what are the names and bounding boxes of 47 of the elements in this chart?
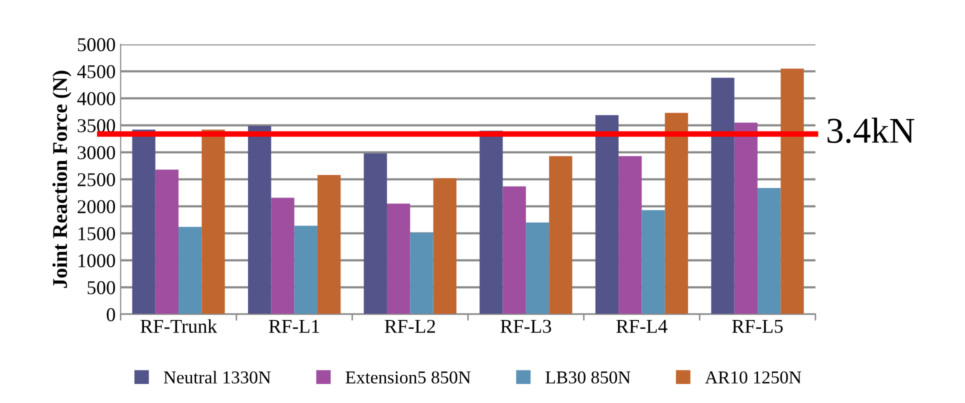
x-tick-label: RF-L1 [268, 320, 320, 333]
x-tick-label: RF-L2 [384, 320, 435, 333]
bar [595, 115, 619, 314]
bar [386, 204, 410, 314]
y-tick-label: 3500 [78, 119, 116, 132]
x-tick-label: RF-L5 [732, 320, 783, 333]
bar [711, 78, 734, 314]
bar [294, 226, 318, 314]
y-tick-label: 1500 [78, 227, 116, 240]
bar [642, 210, 665, 314]
bar [155, 170, 179, 314]
y-tick-label: 5000 [78, 38, 116, 52]
y-tick-label: 0 [106, 308, 116, 322]
y-tick-label: 2000 [78, 200, 116, 214]
bar [202, 130, 225, 314]
bar [526, 222, 550, 314]
ref-line-label: 3.4kN [828, 118, 914, 144]
bar [664, 112, 688, 314]
y-axis-title: Joint Reaction Force (N) [52, 70, 72, 288]
bar [178, 226, 202, 314]
bar [433, 178, 456, 314]
y-tick-label: 2500 [78, 173, 116, 186]
y-tick-label: 4500 [77, 65, 116, 78]
x-tick-label: RF-L4 [616, 320, 668, 333]
x-tick-label: RF-Trunk [140, 319, 218, 333]
y-tick-label: 1000 [78, 254, 116, 268]
y-tick-label: 4000 [77, 92, 116, 106]
x-tick-label: RF-L3 [500, 320, 552, 333]
bar [317, 175, 341, 314]
bar [248, 126, 272, 314]
legend-label: AR10 1250N [705, 371, 802, 384]
bar [549, 156, 572, 314]
y-tick-label: 500 [88, 281, 116, 294]
bar [480, 130, 503, 314]
bar [410, 232, 434, 314]
bar [364, 153, 387, 314]
bar [271, 198, 294, 314]
legend-label: Neutral 1330N [164, 370, 271, 384]
bar [502, 186, 526, 314]
bar [758, 188, 781, 314]
legend-label: Extension5 850N [346, 371, 471, 384]
bar [734, 122, 758, 314]
bar [618, 156, 642, 314]
y-tick-label: 3000 [78, 146, 116, 160]
legend-label: LB30 850N [546, 371, 630, 384]
bar [132, 130, 156, 314]
bar [780, 68, 804, 314]
